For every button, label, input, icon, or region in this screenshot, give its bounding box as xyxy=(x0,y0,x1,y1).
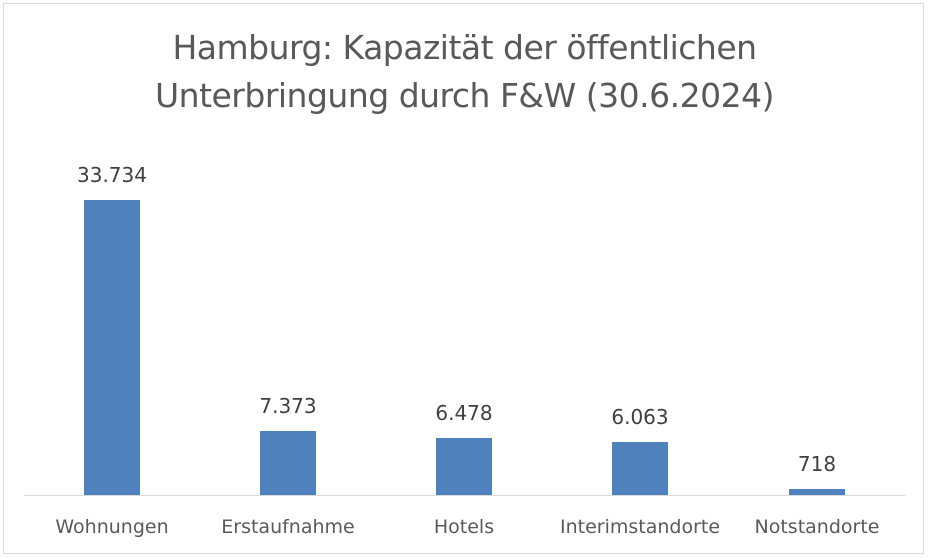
category-label-interimstandorte: Interimstandorte xyxy=(559,516,721,538)
category-label-notstandorte: Notstandorte xyxy=(754,516,880,538)
bar-notstandorte xyxy=(789,489,845,495)
data-label-wohnungen: 33.734 xyxy=(77,163,147,187)
bar-erstaufnahme xyxy=(260,431,316,495)
data-label-hotels: 6.478 xyxy=(435,401,493,425)
bar-wohnungen xyxy=(84,200,140,495)
category-label-wohnungen: Wohnungen xyxy=(55,516,169,538)
x-axis-line xyxy=(24,495,905,496)
bar-hotels xyxy=(436,438,492,495)
data-label-erstaufnahme: 7.373 xyxy=(259,394,317,418)
data-label-notstandorte: 718 xyxy=(797,452,837,476)
chart-title-line-2: Unterbringung durch F&W (30.6.2024) xyxy=(155,76,774,115)
category-label-erstaufnahme: Erstaufnahme xyxy=(221,516,355,538)
category-label-hotels: Hotels xyxy=(433,516,495,538)
chart-title: Hamburg: Kapazität der öffentlichen Unte… xyxy=(0,24,929,120)
data-label-interimstandorte: 6.063 xyxy=(611,405,669,429)
chart-title-line-1: Hamburg: Kapazität der öffentlichen xyxy=(172,28,757,67)
bar-interimstandorte xyxy=(612,442,668,495)
